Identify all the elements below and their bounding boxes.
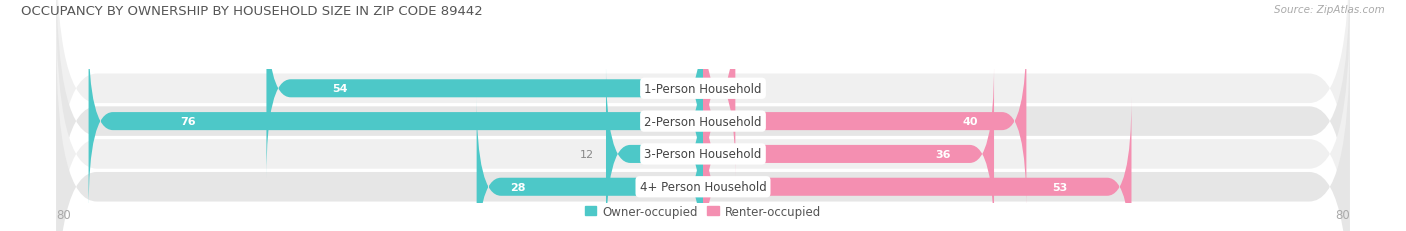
FancyBboxPatch shape [56,0,1350,231]
FancyBboxPatch shape [703,0,735,178]
FancyBboxPatch shape [703,65,994,231]
Text: 40: 40 [962,117,979,127]
FancyBboxPatch shape [56,6,1350,231]
Legend: Owner-occupied, Renter-occupied: Owner-occupied, Renter-occupied [579,201,827,223]
FancyBboxPatch shape [703,33,1026,211]
Text: 2-Person Household: 2-Person Household [644,115,762,128]
Text: 12: 12 [579,149,593,159]
FancyBboxPatch shape [56,0,1350,231]
Text: 76: 76 [181,117,197,127]
Text: Source: ZipAtlas.com: Source: ZipAtlas.com [1274,5,1385,15]
Text: OCCUPANCY BY OWNERSHIP BY HOUSEHOLD SIZE IN ZIP CODE 89442: OCCUPANCY BY OWNERSHIP BY HOUSEHOLD SIZE… [21,5,482,18]
FancyBboxPatch shape [56,38,1350,231]
FancyBboxPatch shape [89,33,703,211]
Text: 80: 80 [1336,208,1350,221]
Text: 80: 80 [56,208,70,221]
Text: 4+ Person Household: 4+ Person Household [640,180,766,193]
Text: 4: 4 [748,84,755,94]
Text: 28: 28 [510,182,526,192]
FancyBboxPatch shape [606,65,703,231]
Text: 54: 54 [332,84,347,94]
FancyBboxPatch shape [267,0,703,178]
Text: 3-Person Household: 3-Person Household [644,148,762,161]
Text: 53: 53 [1052,182,1067,192]
Text: 36: 36 [935,149,950,159]
Text: 1-Person Household: 1-Person Household [644,82,762,95]
FancyBboxPatch shape [477,98,703,231]
FancyBboxPatch shape [703,98,1132,231]
